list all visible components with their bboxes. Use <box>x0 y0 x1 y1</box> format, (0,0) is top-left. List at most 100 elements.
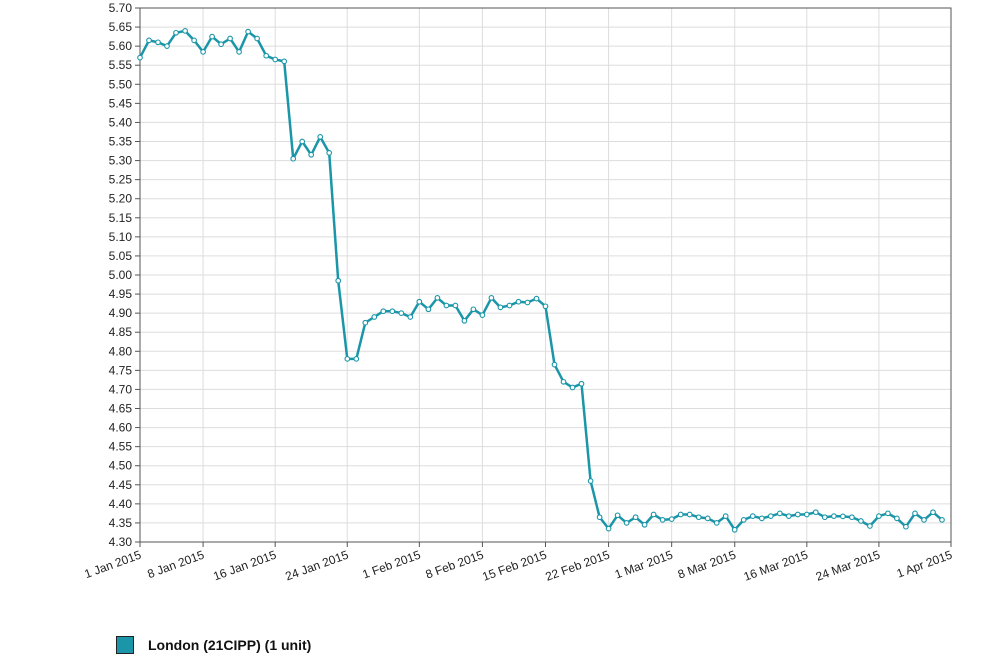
y-tick-label: 4.60 <box>109 421 133 435</box>
data-point <box>281 58 288 65</box>
series-layer <box>137 28 945 533</box>
data-point <box>443 302 450 309</box>
x-tick-label: 1 Feb 2015 <box>361 548 423 582</box>
data-point <box>479 312 486 318</box>
data-point <box>155 39 161 46</box>
y-tick-label: 4.35 <box>109 516 133 530</box>
data-point <box>740 517 747 523</box>
data-point <box>236 49 242 55</box>
data-point <box>695 514 702 521</box>
data-point <box>704 515 711 522</box>
data-point <box>407 314 414 320</box>
y-tick-label: 5.00 <box>109 268 133 282</box>
series-line <box>138 29 943 532</box>
data-point <box>668 516 675 522</box>
x-tick-label: 24 Jan 2015 <box>283 548 350 584</box>
data-point <box>263 52 270 59</box>
data-point <box>785 513 792 519</box>
y-tick-label: 5.15 <box>109 211 133 225</box>
data-point <box>939 517 945 523</box>
data-point <box>416 298 423 305</box>
grid <box>139 7 952 543</box>
y-tick-label: 4.85 <box>109 325 133 339</box>
data-point <box>353 356 360 362</box>
data-point <box>344 356 351 362</box>
x-tick-label: 8 Feb 2015 <box>424 548 486 582</box>
data-point <box>362 319 369 326</box>
data-point <box>389 308 396 315</box>
x-tick-label: 16 Jan 2015 <box>211 548 278 584</box>
y-tick-label: 4.70 <box>109 382 133 396</box>
data-point <box>758 515 765 522</box>
data-point <box>623 520 630 526</box>
data-point <box>659 517 666 523</box>
data-point <box>767 513 774 519</box>
data-point <box>713 520 720 526</box>
data-point <box>254 35 260 42</box>
data-point <box>308 151 315 158</box>
data-point <box>641 521 648 528</box>
data-point <box>326 150 333 156</box>
data-point <box>497 304 504 311</box>
data-point <box>209 33 215 40</box>
y-tick-label: 4.75 <box>109 363 133 377</box>
data-point <box>803 511 810 518</box>
x-axis-ticks: 1 Jan 2015 8 Jan 2015 16 Jan 2015 24 Jan 20… <box>82 542 954 584</box>
y-tick-label: 5.10 <box>109 230 133 244</box>
data-point <box>299 138 306 145</box>
data-point <box>605 525 612 532</box>
data-point <box>849 514 855 521</box>
data-point <box>371 314 378 320</box>
x-tick-label: 16 Mar 2015 <box>742 548 810 584</box>
data-point <box>290 155 297 162</box>
data-point <box>794 511 801 518</box>
x-tick-label: 24 Mar 2015 <box>814 548 882 584</box>
y-tick-label: 5.30 <box>109 154 133 168</box>
y-tick-label: 5.25 <box>109 173 133 187</box>
data-point <box>200 49 206 55</box>
data-point <box>452 302 459 309</box>
data-point <box>569 384 576 391</box>
data-point <box>650 511 657 518</box>
data-point <box>749 513 756 519</box>
data-point <box>876 513 882 519</box>
data-point <box>596 514 603 521</box>
legend-label: London (21CIPP) (1 unit) <box>148 637 312 653</box>
data-point <box>677 511 684 518</box>
y-tick-label: 4.80 <box>109 344 133 358</box>
data-point <box>831 513 837 519</box>
data-point <box>524 299 531 306</box>
data-point <box>461 317 468 324</box>
y-tick-label: 5.70 <box>109 1 133 15</box>
data-point <box>894 515 900 522</box>
data-point <box>885 510 891 517</box>
data-point <box>731 526 738 533</box>
data-point <box>551 361 558 368</box>
y-axis-ticks: 4.30 4.35 4.40 4.45 4.50 4.55 4.60 4.65 4.70 4.75… <box>109 1 140 549</box>
x-tick-label: 15 Feb 2015 <box>480 548 548 584</box>
data-point <box>335 277 342 284</box>
data-point <box>812 509 819 516</box>
data-point <box>578 380 585 387</box>
data-point <box>470 306 477 313</box>
y-tick-label: 5.50 <box>109 77 133 91</box>
data-point <box>542 303 549 310</box>
y-tick-label: 4.50 <box>109 459 133 473</box>
data-point <box>146 37 152 44</box>
data-point <box>560 378 567 385</box>
x-tick-label: 1 Mar 2015 <box>613 548 675 582</box>
data-point <box>821 514 828 521</box>
x-tick-label: 8 Jan 2015 <box>146 548 207 582</box>
data-point <box>317 134 324 140</box>
y-tick-label: 4.40 <box>109 497 133 511</box>
data-point <box>587 478 594 484</box>
data-point <box>903 523 909 530</box>
y-tick-label: 4.65 <box>109 402 133 416</box>
data-point <box>776 510 783 517</box>
data-point <box>272 56 279 63</box>
y-tick-label: 5.40 <box>109 115 133 129</box>
y-tick-label: 5.45 <box>109 96 133 110</box>
y-tick-label: 5.55 <box>109 58 133 72</box>
data-point <box>840 513 846 520</box>
data-point <box>912 510 918 517</box>
